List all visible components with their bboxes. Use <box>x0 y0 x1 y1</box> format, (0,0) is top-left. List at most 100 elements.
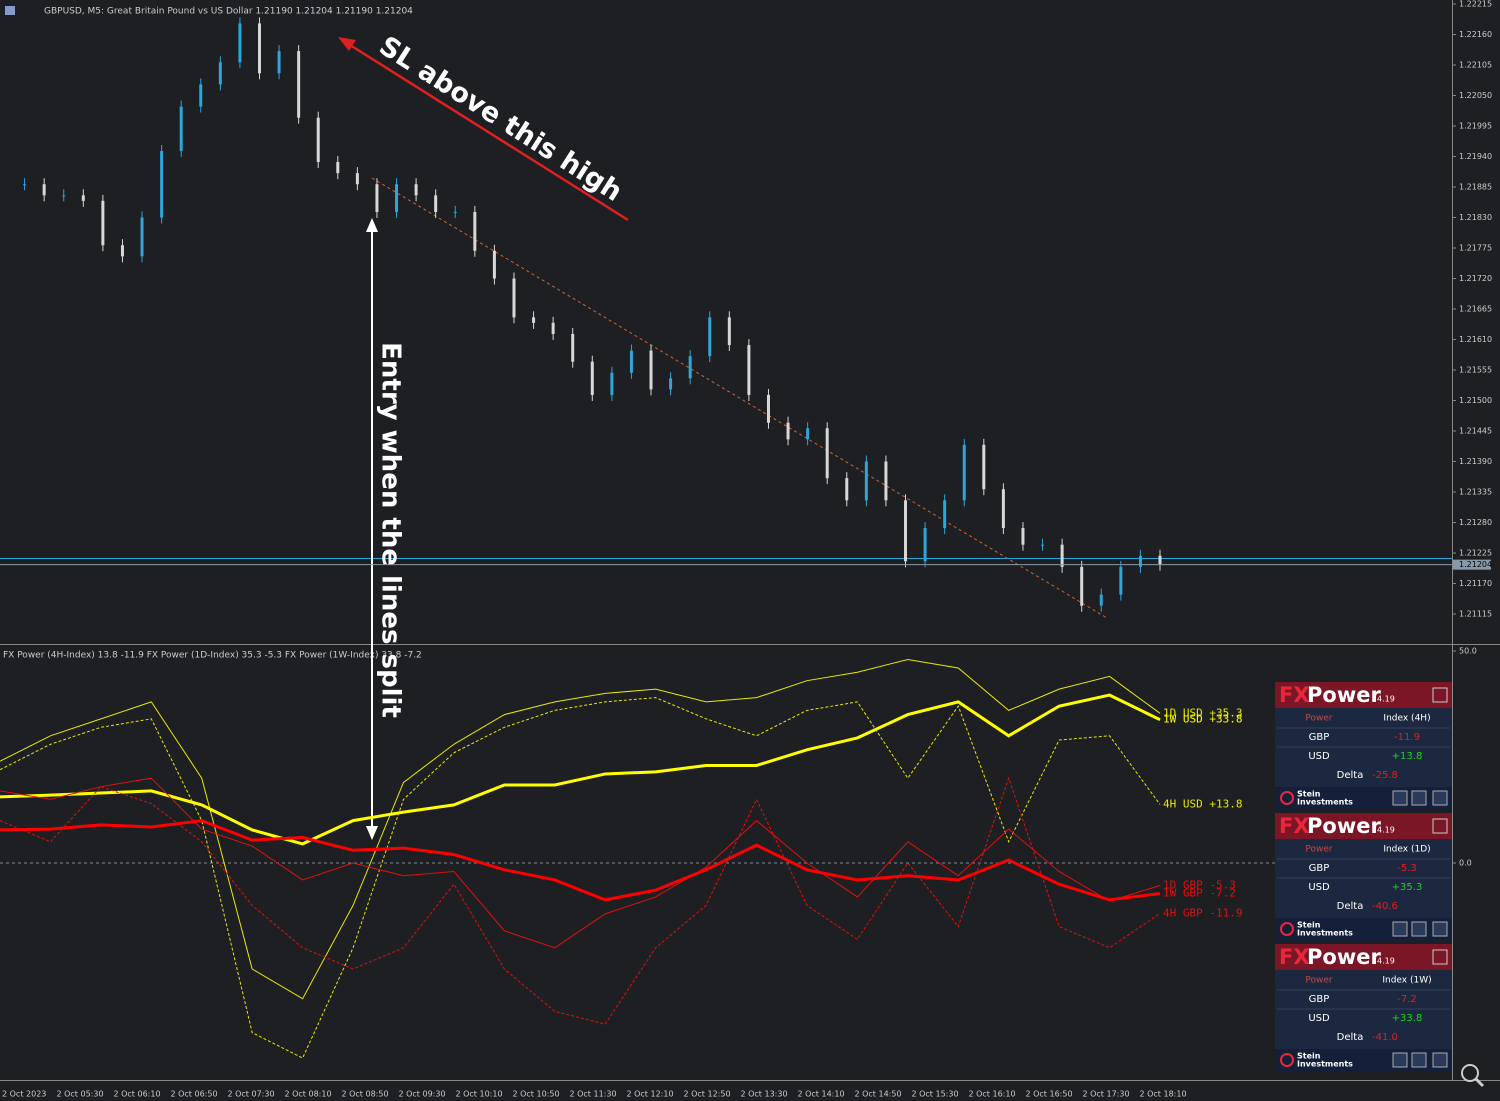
col-index: Index (1W) <box>1382 976 1431 986</box>
candle-body <box>610 372 614 395</box>
power-label: 1W USD +33.8 <box>1163 713 1242 726</box>
brand-power: Power <box>1307 945 1381 969</box>
footer-button[interactable] <box>1432 921 1448 937</box>
candle-body <box>512 278 516 318</box>
indicator-tick-label: 0.0 <box>1459 859 1472 868</box>
currency: GBP <box>1309 732 1330 743</box>
footer-button[interactable] <box>1411 790 1427 806</box>
price-tick-label: 1.21225 <box>1459 549 1492 558</box>
price-tick-label: 1.21170 <box>1459 579 1492 588</box>
footer-button[interactable] <box>1411 921 1427 937</box>
time-label: 2 Oct 14:50 <box>854 1090 901 1099</box>
footer-button[interactable] <box>1432 1052 1448 1068</box>
menu-button[interactable] <box>1432 687 1448 703</box>
col-power: Power <box>1305 845 1333 855</box>
indicator-header: FX Power (4H-Index) 13.8 -11.9 FX Power … <box>3 651 422 661</box>
candle-body <box>1060 544 1064 567</box>
logo-line2: Investments <box>1297 798 1353 807</box>
price-tick-label: 1.21445 <box>1459 427 1492 436</box>
time-label: 2 Oct 2023 <box>2 1090 46 1099</box>
price-tick-label: 1.21940 <box>1459 152 1492 161</box>
candle-body <box>845 478 849 501</box>
price-tick-label: 1.21280 <box>1459 518 1492 527</box>
candle-body <box>453 211 457 213</box>
candle-body <box>140 217 144 257</box>
menu-button[interactable] <box>1432 818 1448 834</box>
candle-body <box>786 422 790 440</box>
candle-body <box>982 444 986 490</box>
time-label: 2 Oct 08:50 <box>341 1090 388 1099</box>
logo-line1: Stein <box>1297 1052 1321 1061</box>
time-label: 2 Oct 06:50 <box>170 1090 217 1099</box>
menu-button[interactable] <box>1432 949 1448 965</box>
panel-footer <box>1275 1049 1452 1072</box>
bid-label: 1.21204 <box>1459 560 1492 569</box>
candle-body <box>825 428 829 479</box>
footer-button[interactable] <box>1392 790 1408 806</box>
price-tick-label: 1.21775 <box>1459 244 1492 253</box>
candle-body <box>1021 528 1025 545</box>
panel-header <box>1275 944 1452 970</box>
candle-body <box>532 317 536 323</box>
candle-body <box>199 84 203 107</box>
candle-body <box>943 500 947 529</box>
col-index: Index (4H) <box>1383 714 1430 724</box>
candle-body <box>257 23 261 74</box>
price-tick-label: 1.21885 <box>1459 183 1492 192</box>
candle-body <box>551 322 555 334</box>
candle-body <box>375 184 379 212</box>
delta-value: -25.8 <box>1372 770 1398 781</box>
candle-body <box>904 500 908 562</box>
time-label: 2 Oct 13:30 <box>740 1090 787 1099</box>
candle-body <box>277 51 281 74</box>
price-tick-label: 1.21665 <box>1459 305 1492 314</box>
footer-button[interactable] <box>1392 1052 1408 1068</box>
footer-button[interactable] <box>1392 921 1408 937</box>
delta-value: -40.6 <box>1372 901 1398 912</box>
candle-body <box>1099 594 1103 606</box>
footer-button[interactable] <box>1411 1052 1427 1068</box>
panel-header <box>1275 682 1452 708</box>
power-label: 1D USD +35.3 <box>1163 706 1242 719</box>
power-line <box>0 776 1161 1025</box>
indicator-tick-label: 50.0 <box>1459 647 1477 656</box>
candle-body <box>297 51 301 118</box>
time-label: 2 Oct 12:50 <box>683 1090 730 1099</box>
time-label: 2 Oct 10:50 <box>512 1090 559 1099</box>
candle-body <box>1119 566 1123 595</box>
time-label: 2 Oct 17:30 <box>1082 1090 1129 1099</box>
candle-body <box>962 444 966 501</box>
zoom-icon[interactable] <box>1461 1064 1485 1088</box>
candle-body <box>101 200 105 246</box>
power-line <box>0 697 1161 1059</box>
candle-body <box>649 350 653 390</box>
brand-power: Power <box>1307 683 1381 707</box>
candle-body <box>766 394 770 423</box>
footer-button[interactable] <box>1432 790 1448 806</box>
index-value: +13.8 <box>1392 751 1423 762</box>
power-line <box>0 693 1161 846</box>
candle-body <box>1138 555 1142 567</box>
candle-body <box>120 245 124 257</box>
brand-fx: FX <box>1279 683 1310 707</box>
candle-body <box>42 184 46 196</box>
time-label: 2 Oct 07:30 <box>227 1090 274 1099</box>
candle-body <box>688 356 692 379</box>
logo-mark <box>1280 791 1294 805</box>
candle-body <box>414 184 418 196</box>
power-label: 1D GBP -5.3 <box>1163 878 1236 891</box>
delta-label: Delta <box>1337 901 1364 912</box>
index-value: +33.8 <box>1392 1013 1423 1024</box>
logo-mark <box>1280 1053 1294 1067</box>
candle-body <box>395 184 399 212</box>
candle-body <box>1041 544 1045 546</box>
candle-body <box>629 350 633 373</box>
candle-body <box>864 461 868 501</box>
version: 4.19 <box>1377 957 1395 966</box>
brand-power: Power <box>1307 814 1381 838</box>
candle-body <box>355 173 359 185</box>
candle-body <box>81 195 85 201</box>
